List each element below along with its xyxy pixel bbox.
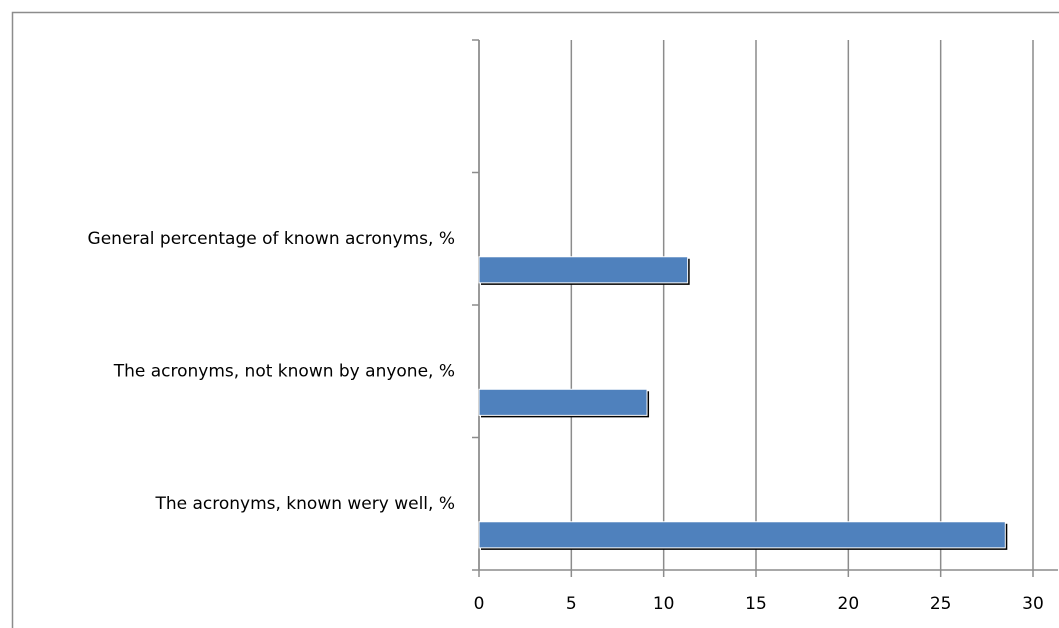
x-tick-label: 10 (653, 594, 675, 614)
x-tick-label: 20 (838, 594, 860, 614)
x-tick-label: 15 (745, 594, 767, 614)
y-tick-label: The acronyms, not known by anyone, % (113, 361, 455, 381)
bar (478, 521, 1006, 549)
y-tick-label: The acronyms, known wery well, % (154, 494, 455, 514)
x-tick-label: 0 (474, 594, 485, 614)
x-tick-label: 25 (930, 594, 952, 614)
x-tick-label: 5 (566, 594, 577, 614)
x-tick-label: 30 (1022, 594, 1044, 614)
bar (478, 256, 689, 284)
y-tick-label: General percentage of known acronyms, % (88, 229, 455, 249)
bar (478, 388, 648, 416)
